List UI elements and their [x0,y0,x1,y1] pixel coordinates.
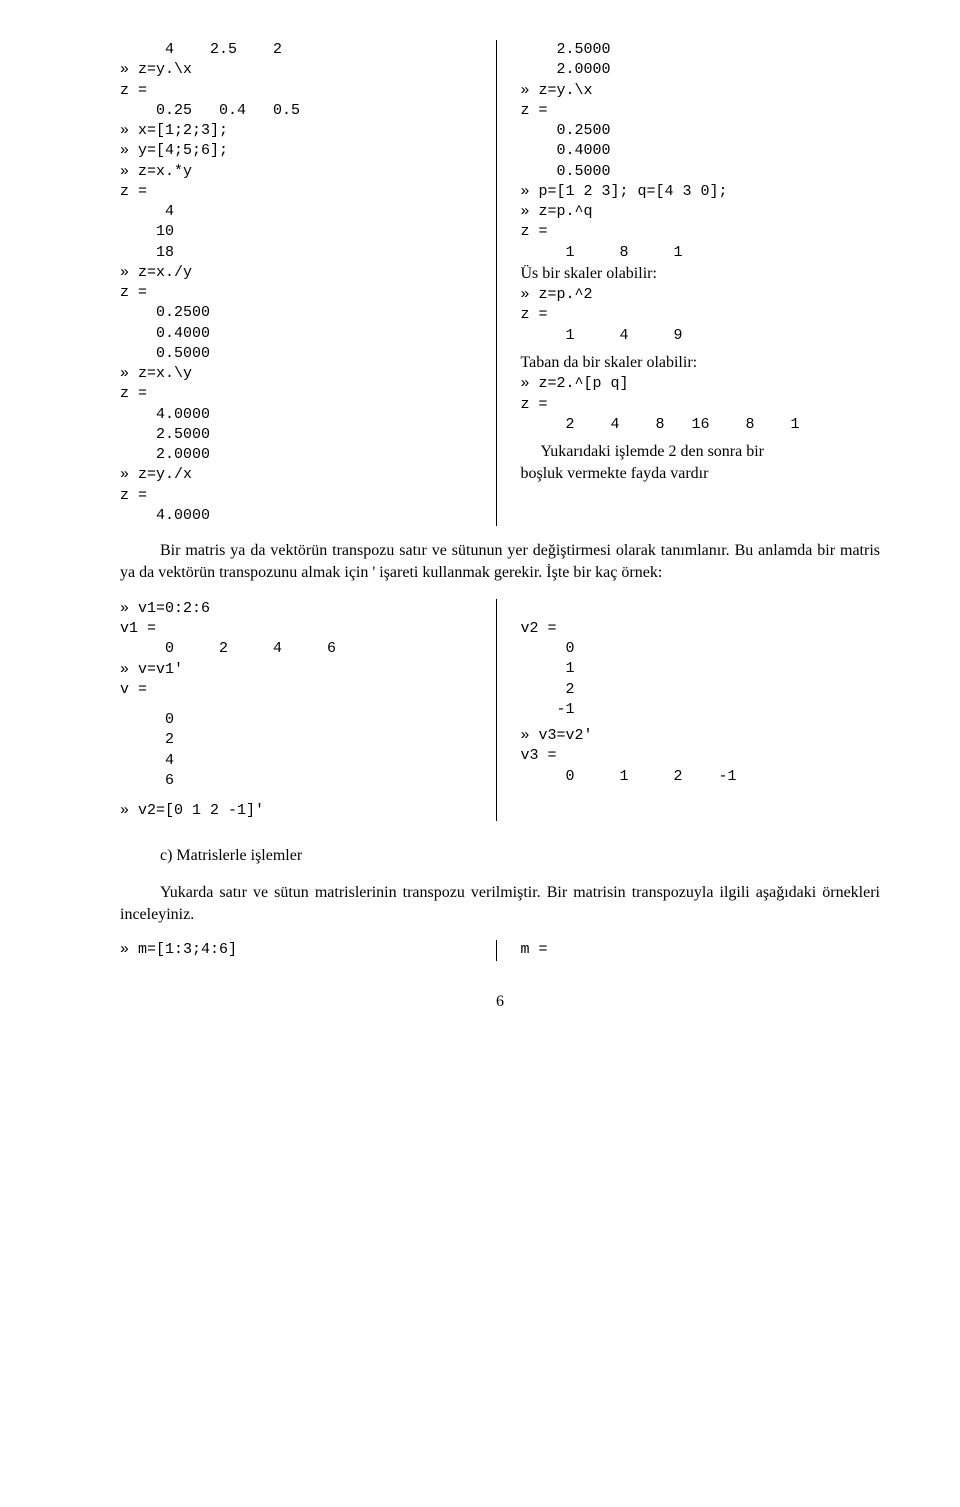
code-line: » z=y.\x [521,81,881,101]
code-line: 0.2500 [521,121,881,141]
code-line: 2.5000 [120,425,480,445]
code-line: z = [521,395,881,415]
code-line: 0 1 2 -1 [521,767,881,787]
mid-right-col: v2 = 0 1 2 -1 » v3=v2' v3 = 0 1 2 -1 [497,599,881,822]
code-line: 0.4000 [521,141,881,161]
top-columns: 4 2.5 2 » z=y.\x z = 0.25 0.4 0.5 » x=[1… [120,40,880,526]
paragraph: Yukarda satır ve sütun matrislerinin tra… [120,882,880,927]
code-line: 0.2500 [120,303,480,323]
code-line: » z=x./y [120,263,480,283]
top-right-col: 2.5000 2.0000 » z=y.\x z = 0.2500 0.4000… [497,40,881,526]
code-line: » z=y./x [120,465,480,485]
code-line: 2 [521,680,881,700]
code-line: v2 = [521,619,881,639]
code-line: » p=[1 2 3]; q=[4 3 0]; [521,182,881,202]
code-line: z = [521,101,881,121]
spacer [120,700,480,710]
code-line: 4.0000 [120,405,480,425]
code-line: 2.0000 [521,60,881,80]
code-line: » z=2.^[p q] [521,374,881,394]
code-line: 0.4000 [120,324,480,344]
code-line: 2.5000 [521,40,881,60]
text-line: Yukarıdaki işlemde 2 den sonra bir [521,441,881,463]
code-line: 0.5000 [521,162,881,182]
code-line: 4 [120,202,480,222]
code-line: z = [521,222,881,242]
spacer [521,599,881,619]
code-line: v1 = [120,619,480,639]
code-line: 4 [120,751,480,771]
code-line: 0 [120,710,480,730]
code-line: z = [120,81,480,101]
code-line: » z=y.\x [120,60,480,80]
code-line: 0 [521,639,881,659]
text-line: Taban da bir skaler olabilir: [521,352,881,374]
code-line: v3 = [521,746,881,766]
section-heading: c) Matrislerle işlemler [160,845,880,867]
code-line: m = [521,940,881,960]
text-line: boşluk vermekte fayda vardır [521,463,881,485]
code-line: » z=p.^q [521,202,881,222]
page-number: 6 [120,991,880,1013]
mid-left-col: » v1=0:2:6 v1 = 0 2 4 6 » v=v1' v = 0 2 … [120,599,496,822]
spacer [120,791,480,801]
code-line: » z=x.\y [120,364,480,384]
code-line: » v3=v2' [521,726,881,746]
code-line: » x=[1;2;3]; [120,121,480,141]
code-line: 1 4 9 [521,326,881,346]
code-line: z = [120,384,480,404]
code-line: 4.0000 [120,506,480,526]
code-line: » v=v1' [120,660,480,680]
code-line: z = [120,182,480,202]
code-line: » v1=0:2:6 [120,599,480,619]
code-line: 2 4 8 16 8 1 [521,415,881,435]
bot-right-col: m = [497,940,881,960]
mid-columns: » v1=0:2:6 v1 = 0 2 4 6 » v=v1' v = 0 2 … [120,599,880,822]
top-left-col: 4 2.5 2 » z=y.\x z = 0.25 0.4 0.5 » x=[1… [120,40,496,526]
code-line: 0 2 4 6 [120,639,480,659]
code-line: 10 [120,222,480,242]
code-line: » z=x.*y [120,162,480,182]
code-line: z = [120,486,480,506]
code-line: » z=p.^2 [521,285,881,305]
code-line: 18 [120,243,480,263]
code-line: 4 2.5 2 [120,40,480,60]
code-line: 1 [521,659,881,679]
code-line: 1 8 1 [521,243,881,263]
code-line: » v2=[0 1 2 -1]' [120,801,480,821]
code-line: 6 [120,771,480,791]
code-line: -1 [521,700,881,720]
code-line: » y=[4;5;6]; [120,141,480,161]
code-line: » m=[1:3;4:6] [120,940,480,960]
code-line: z = [120,283,480,303]
bot-columns: » m=[1:3;4:6] m = [120,940,880,960]
paragraph: Bir matris ya da vektörün transpozu satı… [120,540,880,585]
code-line: 2.0000 [120,445,480,465]
text-line: Üs bir skaler olabilir: [521,263,881,285]
code-line: 2 [120,730,480,750]
code-line: v = [120,680,480,700]
code-line: 0.5000 [120,344,480,364]
bot-left-col: » m=[1:3;4:6] [120,940,496,960]
code-line: 0.25 0.4 0.5 [120,101,480,121]
code-line: z = [521,305,881,325]
